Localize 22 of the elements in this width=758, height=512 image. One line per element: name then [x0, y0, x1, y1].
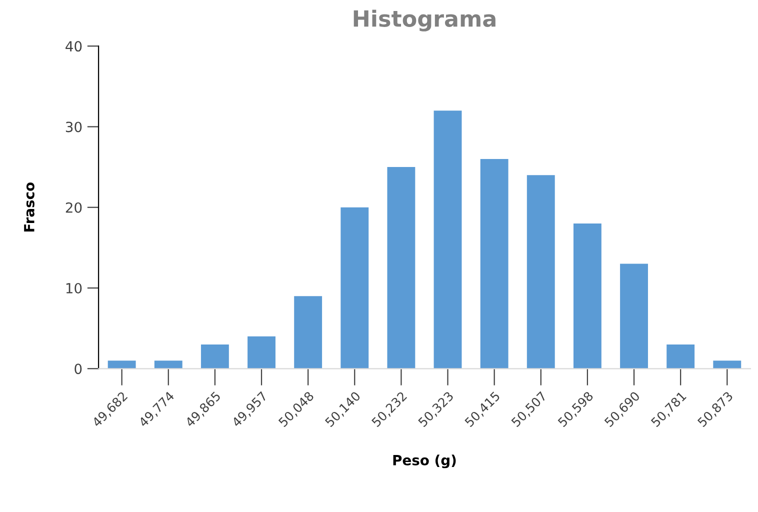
bar [294, 296, 322, 369]
bar [387, 167, 416, 369]
bar [434, 110, 462, 369]
bar [108, 360, 136, 369]
y-tick-label: 10 [66, 282, 82, 294]
bar [526, 175, 555, 369]
chart-title: Histograma [354, 10, 496, 32]
bar [620, 264, 648, 369]
bar [666, 344, 695, 369]
x-axis-title: Peso (g) [393, 454, 456, 468]
bar [573, 223, 602, 369]
bar [248, 336, 276, 369]
y-tick-label: 30 [66, 122, 82, 132]
bar [340, 207, 369, 369]
y-axis-title: Frasco [24, 182, 34, 232]
y-tick-label: 20 [66, 202, 82, 213]
bar [480, 158, 508, 369]
y-tick-label: 40 [66, 41, 82, 52]
y-tick-label: 0 [74, 364, 82, 374]
bar [154, 360, 182, 369]
bar [713, 360, 742, 369]
bar [200, 344, 229, 369]
